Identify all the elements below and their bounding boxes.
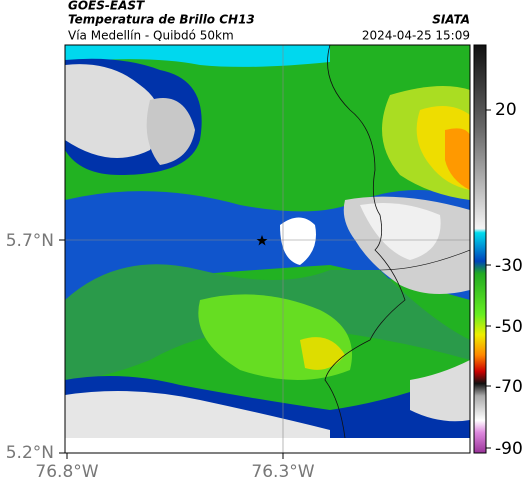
- colorbar-tick-label: -30: [495, 256, 523, 276]
- satellite-image: [65, 45, 470, 453]
- lat-tick-label: 5.2°N: [6, 443, 54, 463]
- colorbar: [473, 44, 487, 454]
- lon-tick-label: 76.8°W: [35, 462, 98, 482]
- location: Vía Medellín - Quibdó 50km: [68, 29, 234, 43]
- colorbar-ticks: [486, 109, 491, 449]
- colorbar-tick-label: 20: [495, 100, 517, 120]
- source-title: GOES-EAST: [68, 0, 145, 13]
- colorbar-tick-label: -90: [495, 439, 523, 459]
- organization: SIATA: [432, 13, 470, 27]
- product-title: Temperatura de Brillo CH13: [68, 13, 255, 27]
- colorbar-tick-label: -70: [495, 377, 523, 397]
- lat-tick-label: 5.7°N: [6, 231, 54, 251]
- lon-tick-label: 76.3°W: [251, 462, 314, 482]
- colorbar-tick-label: -50: [495, 317, 523, 337]
- timestamp: 2024-04-25 15:09: [362, 29, 470, 43]
